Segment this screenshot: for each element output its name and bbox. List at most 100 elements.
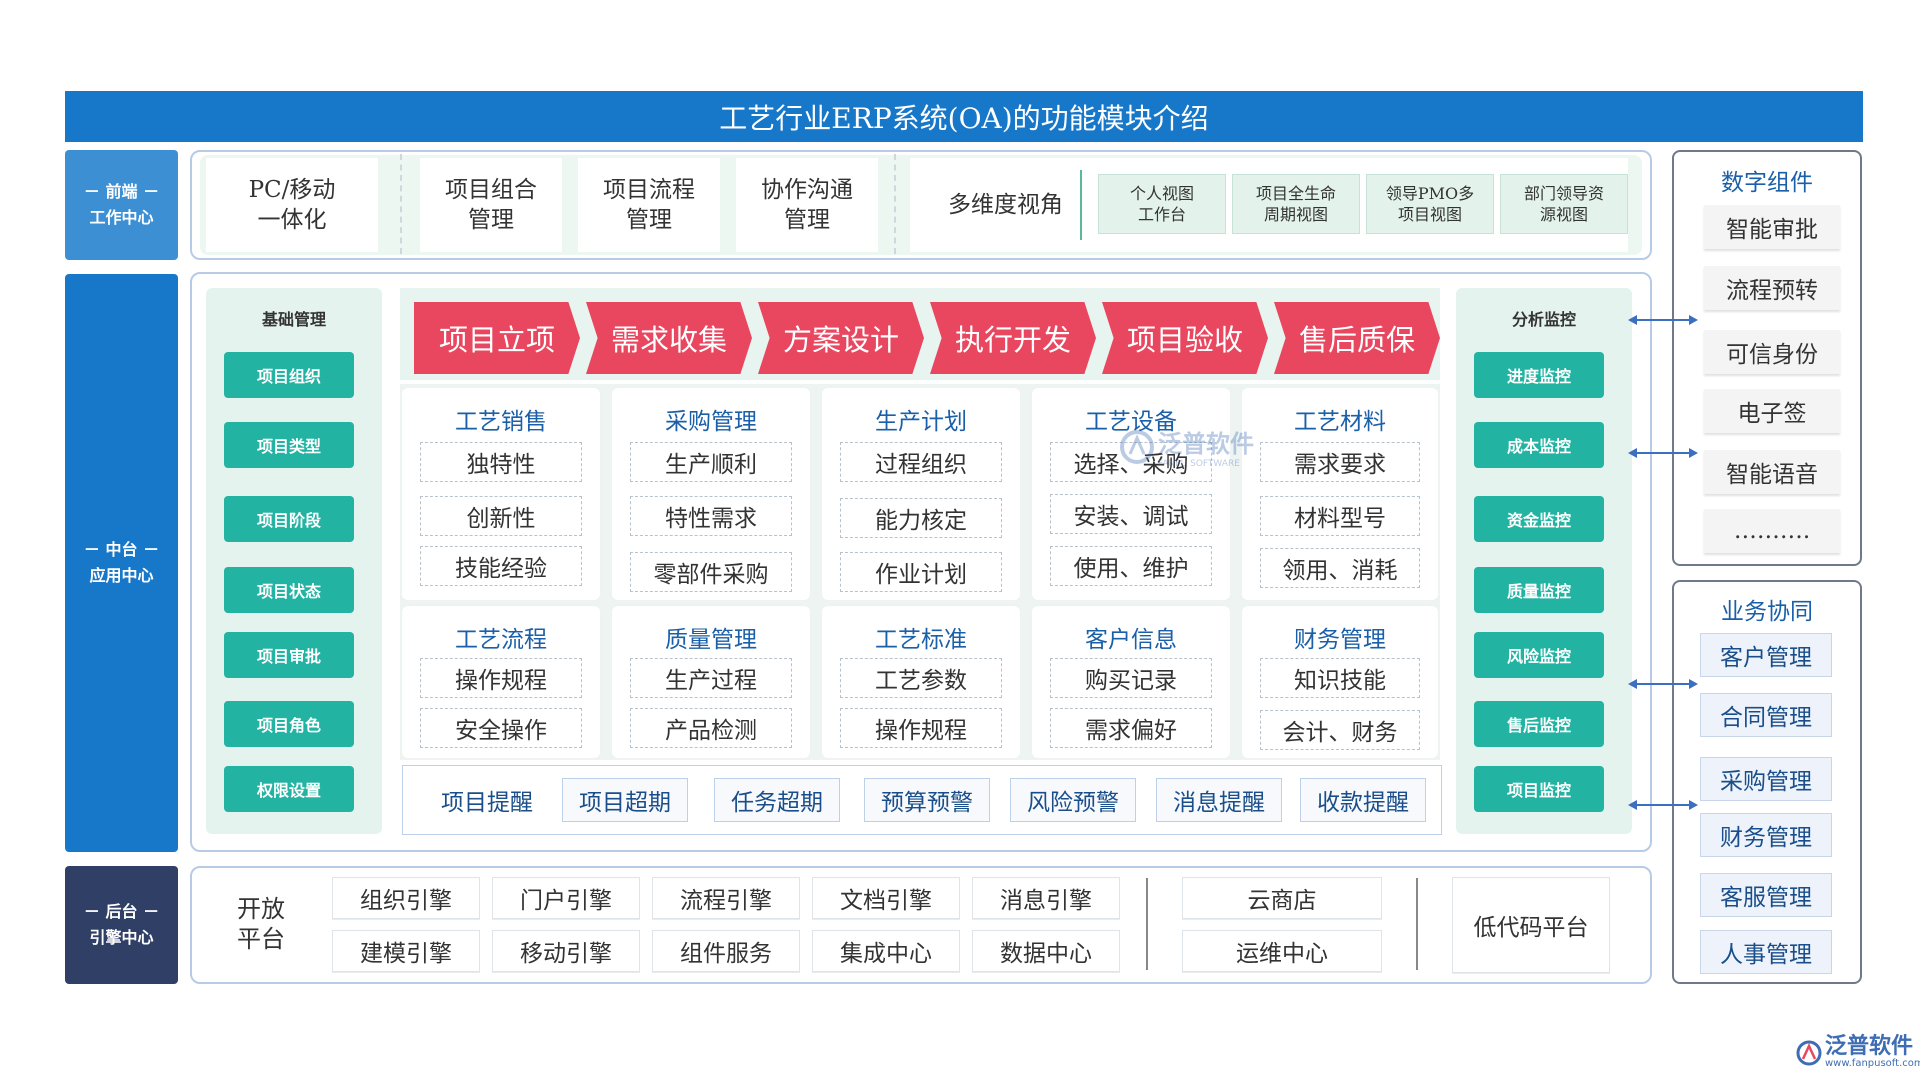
front-card-process-line1: 项目流程 — [603, 177, 695, 203]
basic-item-permission[interactable]: 权限设置 — [224, 766, 354, 812]
module-item: 创新性 — [420, 496, 582, 536]
mv-personal-line2: 工作台 — [1137, 205, 1186, 224]
digital-item-voice[interactable]: 智能语音 — [1704, 450, 1840, 494]
multiview-item-dept: 部门领导资 源视图 — [1500, 174, 1628, 234]
module-card: 生产计划 过程组织 能力核定 作业计划 — [822, 388, 1020, 600]
module-item: 购买记录 — [1050, 658, 1212, 698]
module-item: 使用、维护 — [1050, 546, 1212, 586]
module-item: 产品检测 — [630, 708, 792, 748]
row-label-front: － 前端 － 工作中心 — [65, 150, 178, 260]
analysis-item-risk[interactable]: 风险监控 — [1474, 632, 1604, 678]
engine-org[interactable]: 组织引擎 — [332, 877, 480, 919]
row-label-middle-line1: － 中台 － — [83, 540, 160, 559]
reminder-task-overdue[interactable]: 任务超期 — [714, 778, 840, 822]
module-card: 客户信息 购买记录 需求偏好 — [1032, 606, 1230, 758]
module-card: 工艺销售 独特性 创新性 技能经验 — [402, 388, 600, 600]
fanpu-logo-icon — [1796, 1040, 1822, 1066]
row-label-middle: － 中台 － 应用中心 — [65, 274, 178, 852]
module-card: 采购管理 生产顺利 特性需求 零部件采购 — [612, 388, 810, 600]
analysis-item-cost[interactable]: 成本监控 — [1474, 422, 1604, 468]
module-card: 工艺设备 选择、采购 安装、调试 使用、维护 — [1032, 388, 1230, 600]
basic-item-type[interactable]: 项目类型 — [224, 422, 354, 468]
back-divider-1 — [1146, 878, 1148, 970]
analysis-item-aftersales[interactable]: 售后监控 — [1474, 701, 1604, 747]
module-item: 知识技能 — [1260, 658, 1420, 698]
footer-logo-name: 泛普软件 — [1825, 1034, 1914, 1059]
open-platform-label: 开放 平台 — [226, 894, 296, 954]
module-item: 能力核定 — [840, 498, 1002, 538]
arrow-connector-1 — [1628, 315, 1698, 325]
digital-item-flow[interactable]: 流程预转 — [1704, 266, 1840, 310]
analysis-item-funds[interactable]: 资金监控 — [1474, 496, 1604, 542]
flow-step-aftersales: 售后质保 — [1274, 302, 1440, 374]
row-label-front-line1: － 前端 － — [83, 182, 160, 201]
biz-item-purchase[interactable]: 采购管理 — [1700, 757, 1832, 801]
module-item: 工艺参数 — [840, 658, 1002, 698]
digital-components-title: 数字组件 — [1721, 170, 1813, 196]
basic-item-status[interactable]: 项目状态 — [224, 567, 354, 613]
module-item: 操作规程 — [840, 708, 1002, 748]
arrow-connector-3 — [1628, 679, 1698, 689]
biz-item-service[interactable]: 客服管理 — [1700, 873, 1832, 917]
basic-item-stage[interactable]: 项目阶段 — [224, 496, 354, 542]
engine-mobile[interactable]: 移动引擎 — [492, 930, 640, 972]
reminder-project-overdue[interactable]: 项目超期 — [562, 778, 688, 822]
front-card-portfolio-line2: 管理 — [468, 207, 514, 233]
engine-integration[interactable]: 集成中心 — [812, 930, 960, 972]
digital-item-approval[interactable]: 智能审批 — [1704, 205, 1840, 249]
engine-component[interactable]: 组件服务 — [652, 930, 800, 972]
module-title: 财务管理 — [1294, 627, 1386, 653]
reminder-label: 项目提醒 — [441, 790, 533, 816]
mv-pmo-line2: 项目视图 — [1397, 205, 1462, 224]
module-item: 生产顺利 — [630, 442, 792, 482]
lowcode-platform[interactable]: 低代码平台 — [1452, 877, 1610, 973]
digital-item-identity[interactable]: 可信身份 — [1704, 330, 1840, 374]
reminder-message[interactable]: 消息提醒 — [1156, 778, 1282, 822]
multiview-item-personal: 个人视图 工作台 — [1098, 174, 1226, 234]
flow-step-requirements: 需求收集 — [586, 302, 752, 374]
front-card-collab: 协作沟通 管理 — [736, 158, 878, 252]
digital-item-more: ………. — [1704, 509, 1840, 553]
engine-portal[interactable]: 门户引擎 — [492, 877, 640, 919]
engine-modeling[interactable]: 建模引擎 — [332, 930, 480, 972]
biz-item-hr[interactable]: 人事管理 — [1700, 930, 1832, 974]
module-item: 会计、财务 — [1260, 710, 1420, 750]
multiview-item-pmo: 领导PMO多 项目视图 — [1366, 174, 1494, 234]
row-label-back: － 后台 － 引擎中心 — [65, 866, 178, 984]
mv-lifecycle-line2: 周期视图 — [1263, 205, 1328, 224]
front-card-collab-line2: 管理 — [784, 207, 830, 233]
analysis-item-project[interactable]: 项目监控 — [1474, 766, 1604, 812]
mv-lifecycle-line1: 项目全生命 — [1255, 184, 1336, 203]
engine-process[interactable]: 流程引擎 — [652, 877, 800, 919]
biz-item-contract[interactable]: 合同管理 — [1700, 693, 1832, 737]
engine-message[interactable]: 消息引擎 — [972, 877, 1120, 919]
module-title: 工艺销售 — [455, 409, 547, 435]
module-item: 材料型号 — [1260, 496, 1420, 536]
multiview-item-lifecycle: 项目全生命 周期视图 — [1232, 174, 1360, 234]
reminder-payment[interactable]: 收款提醒 — [1300, 778, 1426, 822]
analysis-item-progress[interactable]: 进度监控 — [1474, 352, 1604, 398]
cloud-store[interactable]: 云商店 — [1182, 877, 1382, 919]
open-platform-line2: 平台 — [237, 925, 285, 953]
reminder-budget-warning[interactable]: 预算预警 — [864, 778, 990, 822]
digital-item-esign[interactable]: 电子签 — [1704, 389, 1840, 433]
basic-management-title: 基础管理 — [261, 310, 326, 329]
biz-item-customer[interactable]: 客户管理 — [1700, 633, 1832, 677]
biz-item-finance[interactable]: 财务管理 — [1700, 813, 1832, 857]
engine-document[interactable]: 文档引擎 — [812, 877, 960, 919]
ops-center[interactable]: 运维中心 — [1182, 930, 1382, 972]
watermark: 泛普软件 FANPU SOFTWARE — [1120, 424, 1254, 469]
module-item: 过程组织 — [840, 442, 1002, 482]
row-label-back-line1: － 后台 － — [83, 902, 160, 921]
basic-item-role[interactable]: 项目角色 — [224, 701, 354, 747]
analysis-item-quality[interactable]: 质量监控 — [1474, 567, 1604, 613]
basic-item-approval[interactable]: 项目审批 — [224, 632, 354, 678]
flow-step-initiation: 项目立项 — [414, 302, 580, 374]
module-card: 工艺流程 操作规程 安全操作 — [402, 606, 600, 758]
front-divider-2 — [894, 154, 896, 254]
reminder-risk-warning[interactable]: 风险预警 — [1010, 778, 1136, 822]
engine-data[interactable]: 数据中心 — [972, 930, 1120, 972]
basic-item-org[interactable]: 项目组织 — [224, 352, 354, 398]
open-platform-line1: 开放 — [237, 895, 285, 923]
row-label-front-line2: 工作中心 — [89, 208, 154, 227]
